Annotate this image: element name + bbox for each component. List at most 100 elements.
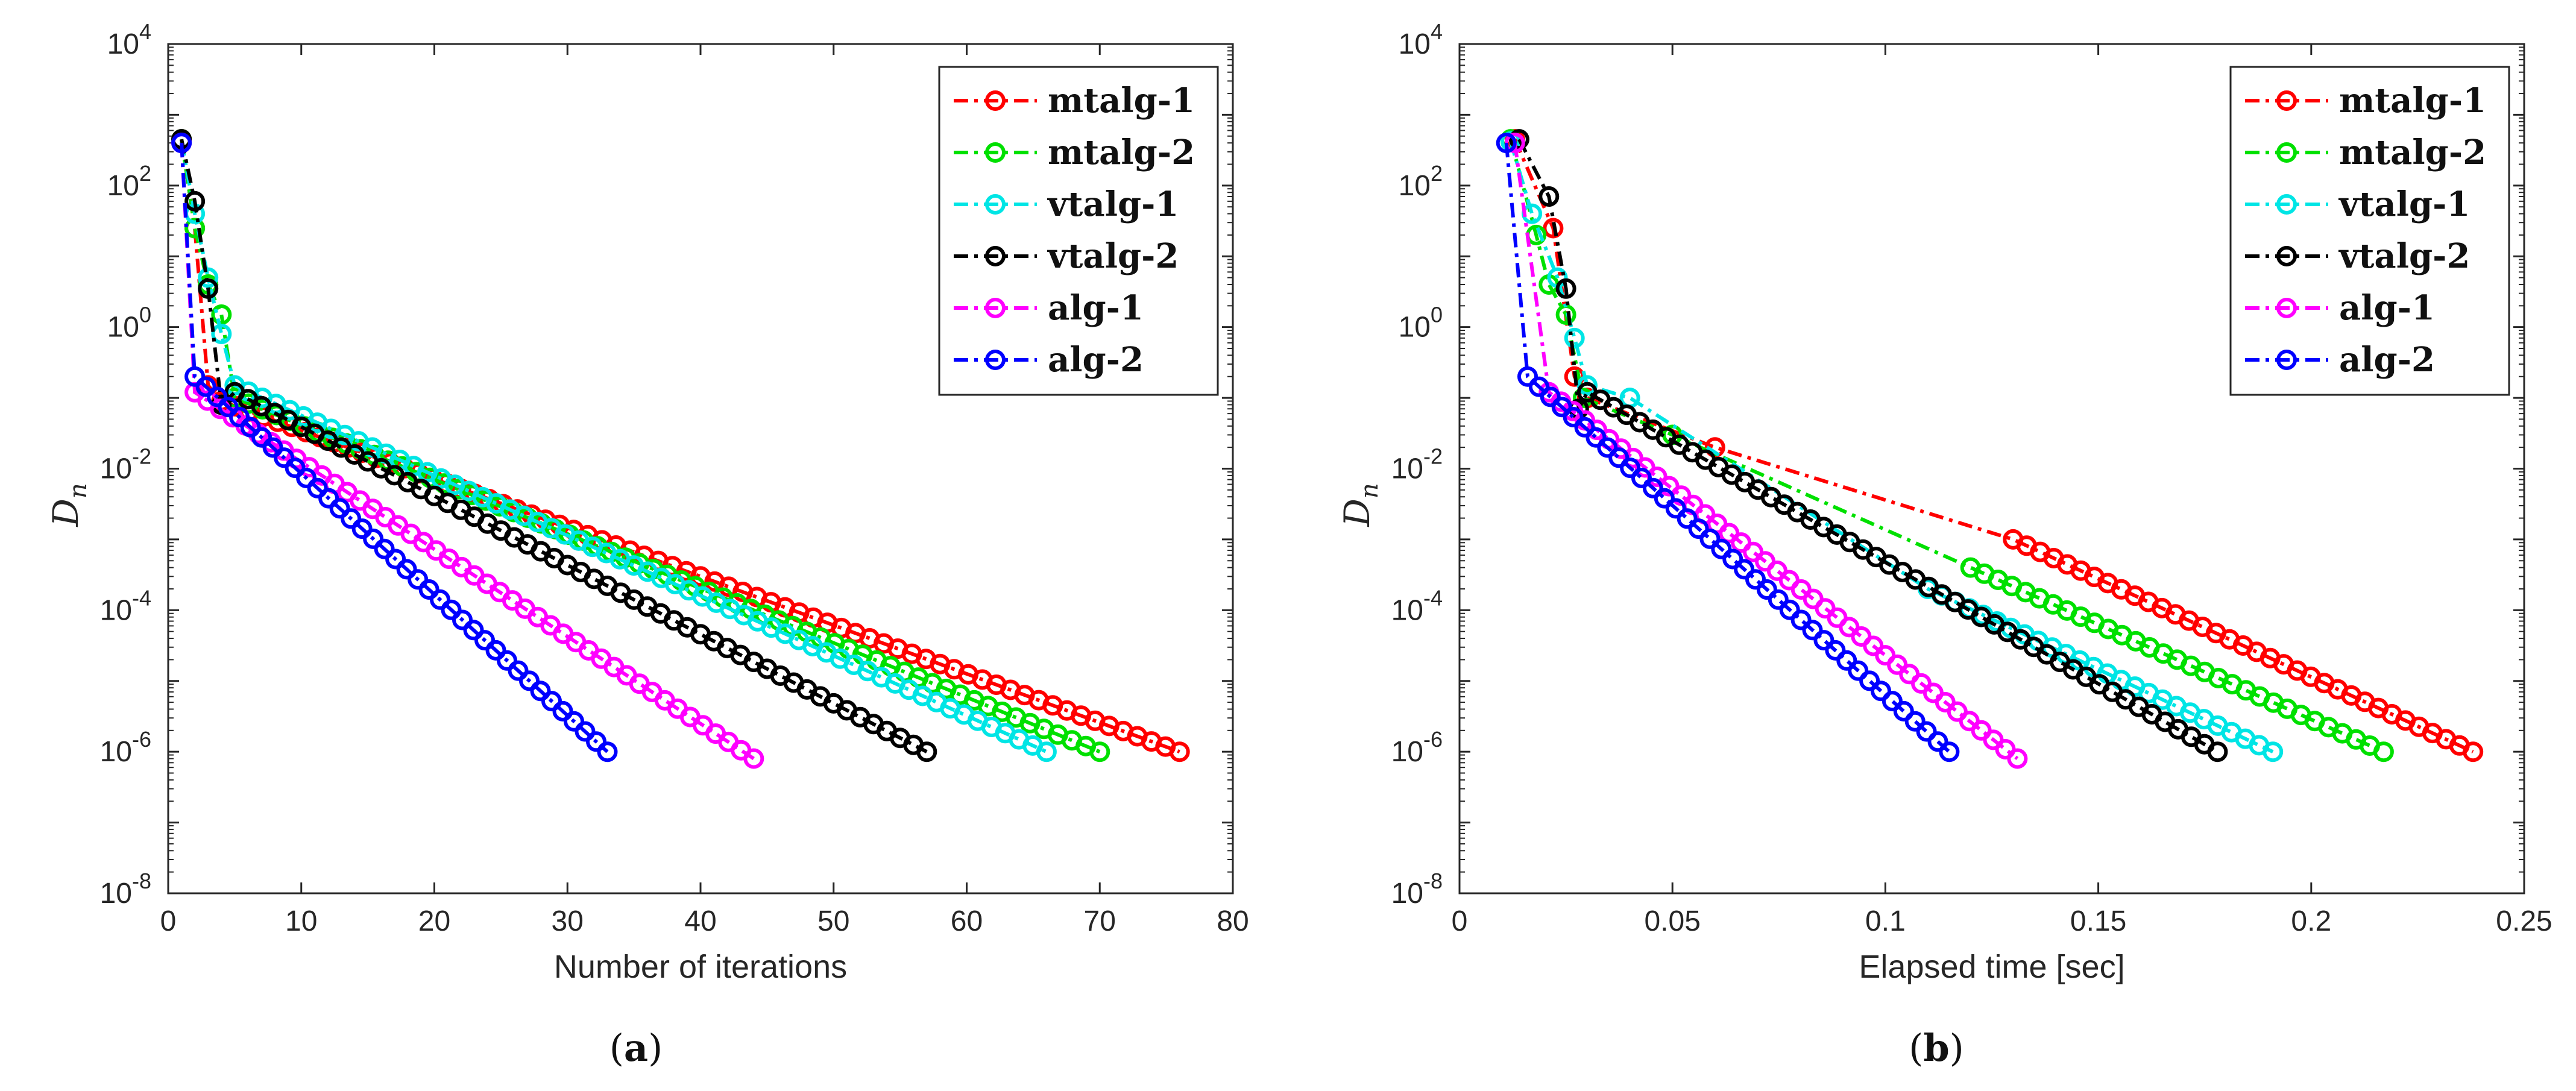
y-tick-base: 10 bbox=[1399, 28, 1431, 60]
legend-label: vtalg-2 bbox=[1047, 236, 1179, 276]
caption-letter: b bbox=[1923, 1026, 1949, 1070]
series-marker bbox=[211, 324, 232, 344]
series-marker bbox=[2007, 748, 2028, 769]
series-marker bbox=[1677, 508, 1698, 529]
y-tick-exponent: 2 bbox=[1431, 161, 1443, 186]
legend-swatch-marker bbox=[2276, 194, 2297, 215]
series-marker bbox=[2207, 741, 2228, 762]
legend-label: mtalg-1 bbox=[1048, 81, 1195, 121]
series-marker bbox=[1496, 133, 1517, 154]
series-marker bbox=[1813, 630, 1834, 651]
legend-item-alg-2: alg-2 bbox=[2245, 340, 2435, 380]
series-marker bbox=[1904, 711, 1926, 732]
series-marker bbox=[184, 366, 206, 387]
x-tick-label: 40 bbox=[684, 905, 716, 937]
series-marker bbox=[418, 579, 439, 600]
y-tick-exponent: 0 bbox=[139, 303, 151, 327]
series-marker bbox=[329, 498, 350, 519]
series-marker bbox=[564, 711, 584, 732]
series-marker bbox=[1036, 741, 1057, 762]
series-marker bbox=[1517, 366, 1538, 387]
series-marker bbox=[1859, 670, 1880, 691]
series-marker bbox=[211, 304, 232, 325]
series-marker bbox=[285, 457, 306, 479]
series-alg-1 bbox=[1504, 133, 2028, 769]
series-marker bbox=[195, 376, 216, 397]
y-tick-exponent: 4 bbox=[1431, 19, 1443, 44]
series-marker bbox=[351, 518, 373, 539]
series-vtalg-1 bbox=[171, 131, 1057, 762]
y-tick-label: 10-8 bbox=[1391, 869, 1443, 910]
series-marker bbox=[1543, 218, 1564, 239]
x-tick-label: 80 bbox=[1217, 905, 1249, 937]
y-tick-exponent: -4 bbox=[132, 585, 151, 610]
y-tick-base: 10 bbox=[1399, 312, 1431, 344]
series-marker bbox=[463, 620, 484, 641]
y-tick-exponent: -6 bbox=[132, 727, 151, 752]
legend-box bbox=[2229, 66, 2510, 396]
series-marker bbox=[296, 468, 317, 488]
series-marker bbox=[1882, 691, 1903, 712]
series-marker bbox=[229, 407, 250, 427]
x-tick-label: 30 bbox=[552, 905, 584, 937]
caption-close: ) bbox=[648, 1026, 663, 1070]
y-tick-label: 10-8 bbox=[100, 869, 151, 910]
series-marker bbox=[597, 741, 618, 762]
series-marker bbox=[1745, 569, 1766, 590]
series-marker bbox=[274, 447, 295, 468]
y-tick-base: 10 bbox=[1391, 878, 1423, 910]
series-marker bbox=[1564, 327, 1585, 348]
series-marker bbox=[1790, 609, 1812, 630]
x-tick-label: 0 bbox=[1452, 905, 1468, 937]
y-axis-title-subscript: n bbox=[65, 483, 92, 498]
series-marker bbox=[530, 681, 551, 702]
series-marker bbox=[1538, 186, 1560, 207]
series-vtalg-2 bbox=[171, 129, 937, 762]
y-tick-label: 104 bbox=[1399, 19, 1443, 60]
series-alg-2 bbox=[1496, 133, 1960, 762]
y-tick-label: 10-6 bbox=[1391, 727, 1443, 768]
legend-item-mtalg-2: mtalg-2 bbox=[2245, 133, 2486, 172]
series-marker bbox=[1631, 468, 1652, 488]
series-line bbox=[180, 139, 928, 753]
series-marker bbox=[1688, 518, 1709, 539]
legend-label: alg-2 bbox=[2339, 340, 2435, 380]
series-marker bbox=[485, 640, 506, 661]
y-tick-label: 10-6 bbox=[100, 727, 151, 768]
legend-swatch-marker bbox=[2276, 246, 2297, 266]
series-marker bbox=[363, 528, 384, 549]
legend-swatch-marker bbox=[985, 246, 1006, 266]
series-marker bbox=[198, 278, 219, 299]
series-marker bbox=[262, 437, 283, 458]
series-marker bbox=[184, 190, 206, 212]
legend-item-vtalg-2: vtalg-2 bbox=[2245, 236, 2470, 276]
legend-box bbox=[938, 66, 1219, 396]
x-axis-title: Number of iterations bbox=[554, 949, 847, 985]
series-marker bbox=[1711, 538, 1732, 559]
series-marker bbox=[1939, 741, 1960, 762]
y-axis-title-base: D bbox=[45, 498, 86, 527]
legend-label: mtalg-2 bbox=[2339, 133, 2486, 172]
series-marker bbox=[198, 267, 219, 288]
series-marker bbox=[1555, 278, 1576, 299]
legend-swatch-marker bbox=[2276, 90, 2297, 111]
y-tick-label: 10-2 bbox=[100, 444, 151, 485]
series-marker bbox=[1825, 640, 1846, 661]
legend-item-vtalg-1: vtalg-1 bbox=[2245, 184, 2470, 224]
y-tick-exponent: 0 bbox=[1431, 303, 1443, 327]
series-line bbox=[180, 141, 1048, 753]
series-marker bbox=[1528, 376, 1549, 397]
legend-swatch-marker bbox=[985, 350, 1006, 370]
caption-open: ( bbox=[609, 1026, 624, 1070]
series-marker bbox=[2463, 741, 2484, 762]
caption-close: ) bbox=[1950, 1026, 1964, 1070]
legend-swatch-marker bbox=[2276, 298, 2297, 318]
series-marker bbox=[1642, 477, 1663, 498]
y-tick-label: 100 bbox=[107, 303, 151, 344]
y-tick-label: 10-4 bbox=[1391, 585, 1443, 626]
series-marker bbox=[586, 731, 606, 752]
series-alg-2 bbox=[171, 133, 618, 762]
series-marker bbox=[743, 748, 764, 769]
series-marker bbox=[1871, 681, 1891, 702]
